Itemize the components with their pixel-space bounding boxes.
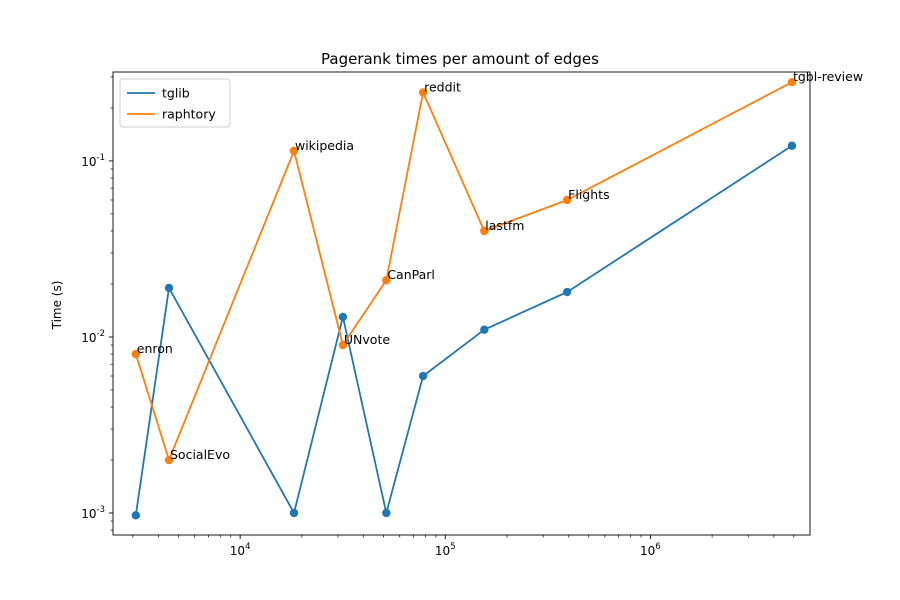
data-point-tglib xyxy=(418,371,428,381)
data-point-raphtory xyxy=(164,455,174,465)
legend-label-tglib: tglib xyxy=(162,86,190,101)
point-annotation: SocialEvo xyxy=(170,447,230,462)
data-point-raphtory xyxy=(480,226,489,236)
y-tick-label: 10-2 xyxy=(81,329,105,345)
legend: tglib raphtory xyxy=(119,78,231,128)
point-annotation: tgbl-review xyxy=(793,69,863,84)
data-point-tglib xyxy=(562,287,572,297)
data-point-tglib xyxy=(289,508,299,518)
point-annotation: UNvote xyxy=(344,332,390,347)
data-point-tglib xyxy=(338,312,348,322)
series-raphtory xyxy=(131,78,797,465)
legend-label-raphtory: raphtory xyxy=(162,107,216,122)
x-tick-label: 104 xyxy=(230,542,251,558)
data-point-raphtory xyxy=(131,349,140,359)
series-line-raphtory xyxy=(134,81,793,461)
chart-title: Pagerank times per amount of edges xyxy=(321,50,599,68)
data-point-raphtory xyxy=(382,276,391,285)
data-point-tglib xyxy=(131,511,140,520)
point-annotation: enron xyxy=(137,341,173,356)
data-point-raphtory xyxy=(787,78,797,87)
plot-area: 104 105 106 10-3 10-2 10-1 enron SocialEvo wikip… xyxy=(81,69,863,558)
data-point-raphtory xyxy=(562,195,572,205)
data-point-tglib xyxy=(480,325,489,334)
x-tick-label: 105 xyxy=(435,542,456,558)
data-point-tglib xyxy=(164,283,174,293)
point-annotation: CanParl xyxy=(387,267,435,282)
y-axis-label: Time (s) xyxy=(50,281,64,331)
legend-box xyxy=(119,78,231,128)
point-annotation: wikipedia xyxy=(295,138,354,153)
plot-frame xyxy=(112,71,811,536)
data-point-tglib xyxy=(787,141,797,150)
series-tglib xyxy=(131,141,797,520)
series-line-tglib xyxy=(134,144,793,516)
y-tick-label: 10-1 xyxy=(81,153,105,169)
data-point-tglib xyxy=(382,508,391,518)
data-point-raphtory xyxy=(418,88,428,97)
point-annotation: Flights xyxy=(568,187,609,202)
y-tick-label: 10-3 xyxy=(81,505,105,521)
x-tick-label: 106 xyxy=(640,542,661,558)
data-point-raphtory xyxy=(338,340,348,350)
point-annotation: lastfm xyxy=(485,218,524,233)
point-annotation: reddit xyxy=(424,79,461,94)
data-point-raphtory xyxy=(289,146,299,156)
